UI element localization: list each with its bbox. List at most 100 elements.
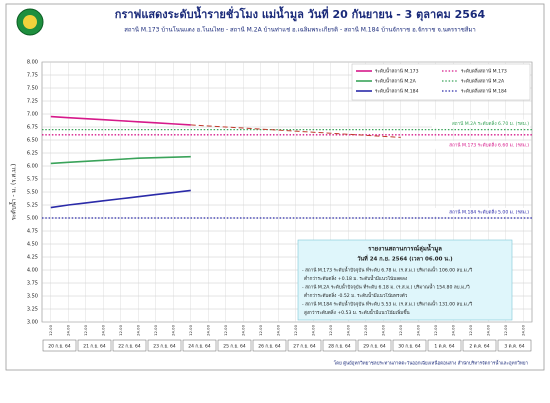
x-tick-label: 12.00 <box>433 324 438 335</box>
y-tick-label: 3.50 <box>27 294 38 300</box>
series-line <box>190 124 401 138</box>
day-box <box>77 339 112 352</box>
legend-label: ระดับน้ำสถานี M.184 <box>375 88 419 95</box>
legend-label: ระดับตลิ่งสถานี M.184 <box>461 88 507 95</box>
legend-label: ระดับตลิ่งสถานี M.2A <box>461 78 505 85</box>
x-tick-label: 24.00 <box>205 324 210 335</box>
day-label: 20 ก.ย. 64 <box>48 344 71 350</box>
y-tick-label: 8.00 <box>27 60 38 66</box>
day-box <box>392 339 427 352</box>
day-label: 22 ก.ย. 64 <box>118 344 141 350</box>
day-label: 26 ก.ย. 64 <box>258 344 281 350</box>
x-tick-label: 12.00 <box>188 324 193 335</box>
x-tick-label: 24.00 <box>345 324 350 335</box>
day-box <box>147 339 182 352</box>
x-tick-label: 24.00 <box>415 324 420 335</box>
report-date: วันที่ 24 ก.ย. 2564 (เวลา 06.00 น.) <box>357 255 453 263</box>
x-tick-label: 12.00 <box>48 324 53 335</box>
chart-subtitle: สถานี M.173 บ้านโนนแดง อ.โนนไทย - สถานี … <box>124 26 476 34</box>
legend-label: ระดับน้ำสถานี M.173 <box>375 68 419 75</box>
y-tick-label: 4.25 <box>27 255 38 261</box>
y-tick-label: 7.75 <box>27 73 38 79</box>
x-tick-label: 24.00 <box>310 324 315 335</box>
threshold-annotation: สถานี M.173 ระดับตลิ่ง 6.60 ม. (รสม.) <box>449 141 529 148</box>
y-tick-label: 5.00 <box>27 216 38 222</box>
x-tick-label: 12.00 <box>363 324 368 335</box>
day-label: 21 ก.ย. 64 <box>83 344 106 350</box>
day-box <box>112 339 147 352</box>
day-box <box>182 339 217 352</box>
x-tick-label: 24.00 <box>65 324 70 335</box>
x-tick-label: 24.00 <box>170 324 175 335</box>
day-box <box>252 339 287 352</box>
day-box <box>357 339 392 352</box>
y-tick-label: 3.25 <box>27 307 38 313</box>
threshold-annotation: สถานี M.2A ระดับตลิ่ง 6.70 ม. (รสม.) <box>452 120 529 127</box>
day-box <box>497 339 532 352</box>
day-box <box>42 339 77 352</box>
annotation-bg <box>432 208 530 216</box>
x-tick-label: 12.00 <box>153 324 158 335</box>
series-line <box>50 115 191 126</box>
y-tick-label: 7.50 <box>27 86 38 92</box>
day-box <box>217 339 252 352</box>
x-tick-label: 24.00 <box>520 324 525 335</box>
logo-center <box>23 15 37 29</box>
x-tick-label: 24.00 <box>135 324 140 335</box>
x-tick-label: 12.00 <box>83 324 88 335</box>
day-label: 29 ก.ย. 64 <box>363 344 386 350</box>
day-label: 23 ก.ย. 64 <box>153 344 176 350</box>
y-tick-label: 6.00 <box>27 164 38 170</box>
series-line <box>50 189 191 209</box>
x-tick-label: 12.00 <box>503 324 508 335</box>
series-line <box>50 155 191 165</box>
report-line: ต่ำกว่าระดับตลิ่ง -0.52 ม. ระดับน้ำมีแนว… <box>304 292 408 299</box>
x-tick-label: 12.00 <box>223 324 228 335</box>
x-tick-label: 24.00 <box>485 324 490 335</box>
report-line: - สถานี M.173 ระดับน้ำปัจจุบัน ที่ระดับ … <box>302 267 473 274</box>
report-line: - สถานี M.2A ระดับน้ำปัจจุบัน ที่ระดับ 6… <box>302 284 470 291</box>
day-label: 28 ก.ย. 64 <box>328 344 351 350</box>
x-tick-label: 12.00 <box>258 324 263 335</box>
x-tick-label: 24.00 <box>450 324 455 335</box>
report-line: สูงกว่าระดับตลิ่ง +0.53 ม. ระดับน้ำมีแนว… <box>304 309 410 316</box>
x-tick-label: 12.00 <box>398 324 403 335</box>
y-tick-label: 6.25 <box>27 151 38 157</box>
report-line: ต่ำกว่าระดับตลิ่ง +0.18 ม. ระดับน้ำมีแนว… <box>304 275 407 282</box>
y-axis-label: ระดับน้ำ - ม. (ร.ส.ม.) <box>8 164 18 221</box>
y-tick-label: 6.75 <box>27 125 38 131</box>
day-box <box>322 339 357 352</box>
day-label: 3 ต.ค. 64 <box>504 344 524 350</box>
day-label: 27 ก.ย. 64 <box>293 344 316 350</box>
day-label: 24 ก.ย. 64 <box>188 344 211 350</box>
x-tick-label: 24.00 <box>380 324 385 335</box>
x-tick-label: 12.00 <box>118 324 123 335</box>
report-title: รายงานสถานการณ์ลุ่มน้ำมูล <box>368 243 442 254</box>
y-tick-label: 4.50 <box>27 242 38 248</box>
legend-label: ระดับน้ำสถานี M.2A <box>375 78 417 85</box>
day-box <box>462 339 497 352</box>
legend-label: ระดับตลิ่งสถานี M.173 <box>461 68 507 75</box>
chart-title: กราฟแสดงระดับน้ำรายชั่วโมง แม่น้ำมูล วัน… <box>115 6 486 22</box>
y-tick-label: 5.25 <box>27 203 38 209</box>
annotation-bg <box>432 119 530 128</box>
y-tick-label: 7.00 <box>27 112 38 118</box>
x-tick-label: 12.00 <box>468 324 473 335</box>
y-tick-label: 5.50 <box>27 190 38 196</box>
day-label: 25 ก.ย. 64 <box>223 344 246 350</box>
day-box <box>287 339 322 352</box>
footer: โดย ศูนย์อุทกวิทยาชลประทานภาคตะวันออกเฉี… <box>334 360 529 367</box>
y-tick-label: 4.75 <box>27 229 38 235</box>
threshold-annotation: สถานี M.184 ระดับตลิ่ง 5.00 ม. (รสม.) <box>449 209 529 216</box>
annotation-bg <box>432 140 530 149</box>
legend <box>351 63 531 101</box>
y-tick-label: 4.00 <box>27 268 38 274</box>
y-tick-label: 5.75 <box>27 177 38 183</box>
day-label: 2 ต.ค. 64 <box>469 344 489 350</box>
day-label: 1 ต.ค. 64 <box>434 344 454 350</box>
y-tick-label: 3.00 <box>27 320 38 326</box>
x-tick-label: 12.00 <box>293 324 298 335</box>
x-tick-label: 24.00 <box>100 324 105 335</box>
y-tick-label: 7.25 <box>27 99 38 105</box>
